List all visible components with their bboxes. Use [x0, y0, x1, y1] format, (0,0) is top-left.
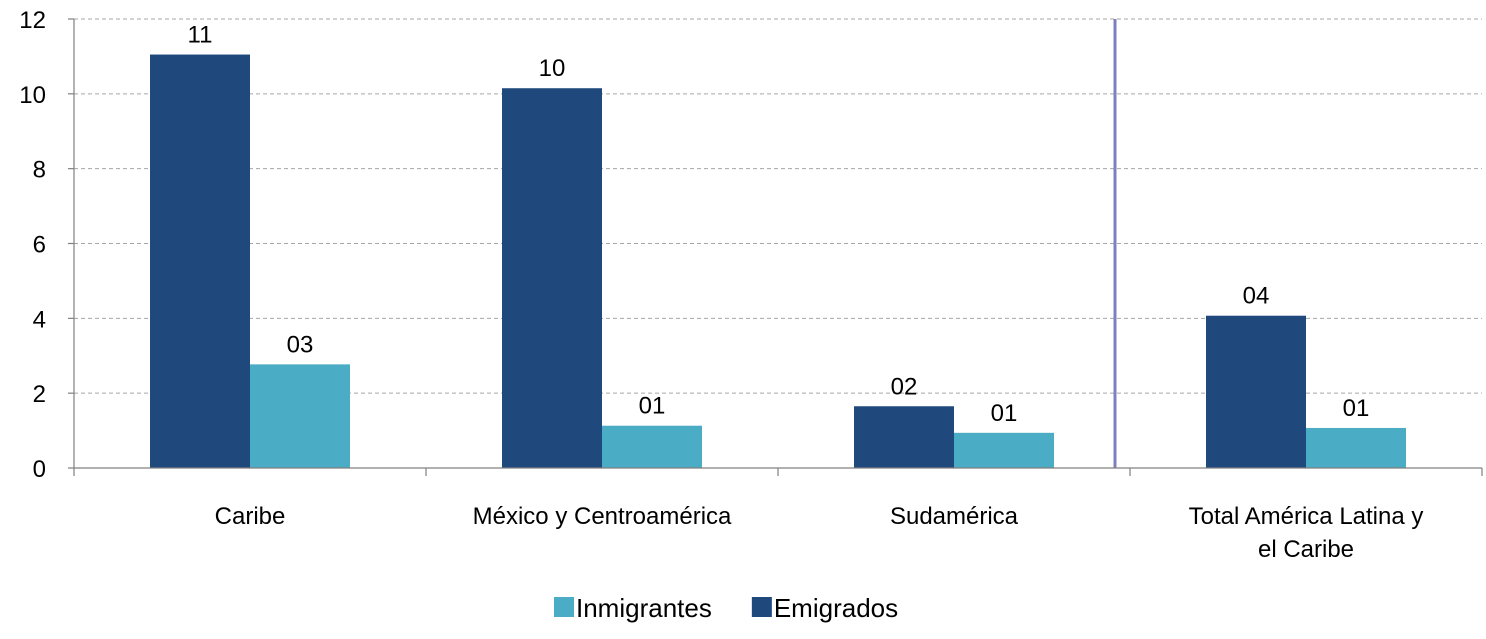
legend-swatch-inmigrantes: [554, 597, 574, 617]
data-label: 10: [539, 55, 566, 82]
x-category-label: el Caribe: [1258, 536, 1354, 563]
data-label: 01: [991, 400, 1018, 427]
x-category-label: México y Centroamérica: [473, 503, 732, 530]
legend: Inmigrantes Emigrados: [554, 593, 898, 623]
legend-label: Emigrados: [774, 593, 898, 623]
y-tick-label: 6: [33, 232, 46, 259]
bar-emigrados: [502, 88, 602, 469]
data-label: 02: [891, 373, 918, 400]
y-tick-label: 8: [33, 157, 46, 184]
data-label: 03: [287, 331, 314, 358]
bar-inmigrantes: [1306, 427, 1406, 468]
bar-inmigrantes: [602, 425, 702, 468]
bar-emigrados: [854, 406, 954, 468]
x-axis: Caribe México y Centroamérica Sudamérica To…: [73, 467, 1483, 563]
legend-label: Inmigrantes: [576, 593, 712, 623]
bar-emigrados: [150, 54, 250, 468]
y-tick-label: 2: [33, 381, 46, 408]
legend-swatch-emigrados: [751, 597, 772, 617]
bar-inmigrantes: [250, 364, 350, 468]
x-category-label: Sudamérica: [890, 503, 1019, 530]
bar-inmigrantes: [954, 432, 1054, 468]
y-tick-label: 12: [19, 7, 46, 34]
y-tick-label: 10: [19, 82, 46, 109]
x-category-label: Total América Latina y: [1189, 503, 1424, 530]
y-axis: 0 2 4 6 8 10 12: [19, 7, 75, 483]
data-label: 01: [639, 393, 666, 420]
bars: 11 03 10 01 02 01 04 01: [150, 22, 1406, 469]
data-label: 01: [1343, 395, 1370, 422]
gridlines: [74, 18, 1482, 394]
data-label: 04: [1243, 283, 1270, 310]
y-tick-label: 0: [33, 456, 46, 483]
y-tick-label: 4: [33, 306, 46, 333]
x-category-label: Caribe: [215, 503, 286, 530]
data-label: 11: [188, 22, 213, 49]
bar-emigrados: [1206, 315, 1306, 468]
